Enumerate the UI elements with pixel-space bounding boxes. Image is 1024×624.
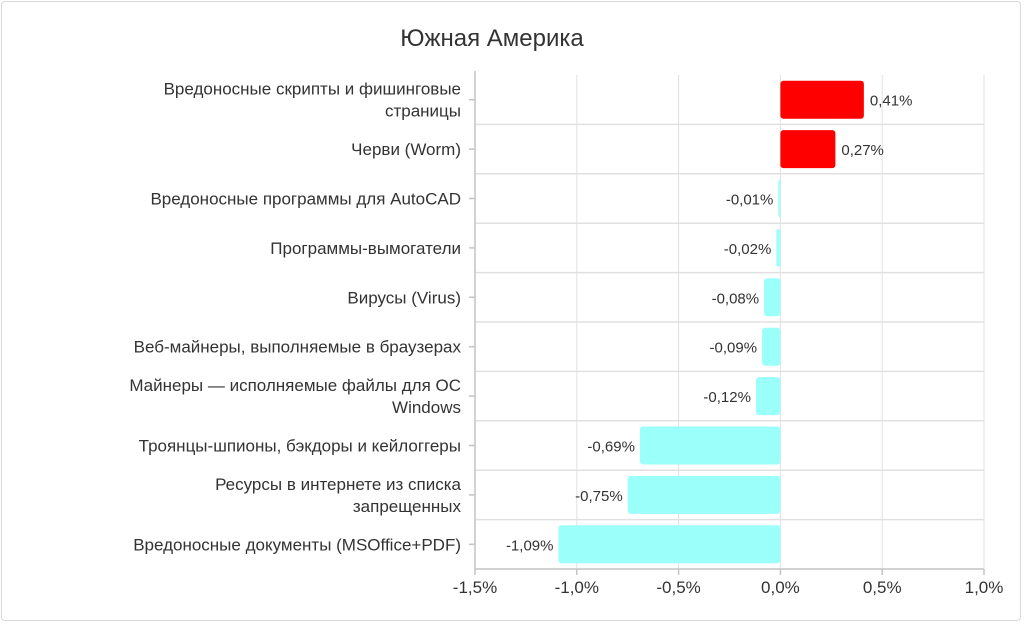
category-label-line: Вредоносные скрипты и фишинговые	[164, 80, 461, 99]
x-tick-label: -1,0%	[555, 578, 599, 597]
category-label: Майнеры — исполняемые файлы для ОС Window…	[129, 376, 461, 417]
chart-title: Южная Америка	[400, 25, 584, 52]
category-label-line: Ресурсы в интернете из списка	[215, 475, 461, 494]
bar	[639, 426, 781, 465]
x-tick-label: -0,5%	[656, 578, 700, 597]
x-tick-label: 0,0%	[761, 578, 800, 597]
data-label: -0,75%	[575, 488, 623, 505]
data-label: 0,41%	[870, 93, 913, 110]
bar	[764, 278, 781, 317]
x-tick-label: 1,0%	[965, 578, 1004, 597]
category-label: Ресурсы в интернете из списка запрещенных	[215, 475, 461, 516]
data-label: -0,01%	[726, 192, 774, 209]
category-label-line: Вирусы (Virus)	[347, 288, 461, 307]
category-label-line: запрещенных	[353, 497, 462, 516]
category-label-line: Майнеры — исполняемые файлы для ОС	[129, 376, 461, 395]
bar	[558, 525, 781, 564]
bar	[762, 327, 781, 366]
category-label: Вредоносные скрипты и фишинговые страницы	[164, 80, 461, 121]
category-label: Троянцы-шпионы, бэкдоры и кейлоггеры	[139, 437, 461, 456]
category-label-line: страницы	[385, 102, 461, 121]
category-label-line: Windows	[392, 398, 461, 417]
category-label-line: Веб-майнеры, выполняемые в браузерах	[134, 338, 462, 357]
bar	[780, 130, 836, 169]
category-label-line: Программы-вымогатели	[270, 239, 461, 258]
category-label: Вредоносные программы для AutoCAD	[150, 190, 461, 209]
data-label: -0,08%	[712, 290, 760, 307]
data-label: -0,09%	[710, 340, 758, 357]
bar	[778, 179, 781, 218]
category-label: Черви (Worm)	[351, 140, 461, 159]
data-label: -1,09%	[506, 537, 554, 554]
x-tick-label: -1,5%	[453, 578, 497, 597]
category-label-line: Вредоносные документы (MSOffice+PDF)	[133, 535, 461, 554]
bar	[776, 228, 781, 267]
category-label-line: Вредоносные программы для AutoCAD	[150, 190, 461, 209]
category-label: Вирусы (Virus)	[347, 288, 461, 307]
data-label: -0,12%	[703, 389, 751, 406]
data-label: -0,02%	[724, 241, 772, 258]
category-label: Вредоносные документы (MSOffice+PDF)	[133, 535, 461, 554]
data-label: -0,69%	[587, 439, 635, 456]
x-tick-label: 0,5%	[863, 578, 902, 597]
bar	[755, 377, 781, 416]
category-label-line: Черви (Worm)	[351, 140, 461, 159]
bar	[780, 80, 864, 119]
bar	[627, 475, 781, 514]
category-label-line: Троянцы-шпионы, бэкдоры и кейлоггеры	[139, 437, 461, 456]
data-label: 0,27%	[841, 142, 884, 159]
category-label: Программы-вымогатели	[270, 239, 461, 258]
category-label: Веб-майнеры, выполняемые в браузерах	[134, 338, 462, 357]
